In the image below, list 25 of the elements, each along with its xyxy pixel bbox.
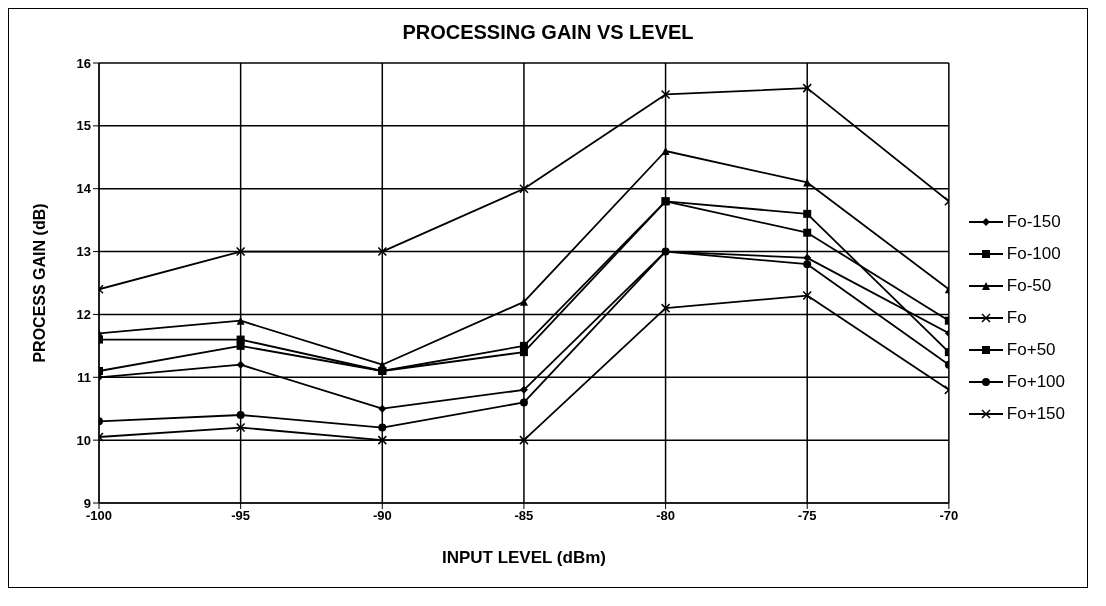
y-tick-label: 9 (83, 495, 91, 511)
x-tick-label: -70 (939, 508, 959, 524)
x-tick-label: -80 (656, 508, 675, 524)
y-tick-label: 10 (76, 432, 91, 448)
x-tick-label: -75 (797, 508, 817, 524)
y-tick-label: 15 (76, 118, 91, 134)
legend-label: Fo+150 (1006, 404, 1065, 424)
legend-label: Fo-150 (1006, 212, 1061, 232)
chart-title: PROCESSING GAIN VS LEVEL (401, 20, 695, 45)
x-tick-label: -85 (514, 508, 534, 524)
x-tick-label: -100 (85, 508, 113, 524)
y-tick-label: 16 (76, 55, 91, 71)
x-tick-label: -90 (372, 508, 392, 524)
legend-label: Fo (1006, 308, 1027, 328)
y-tick-label: 12 (76, 307, 91, 323)
y-tick-label: 14 (76, 181, 92, 197)
y-tick-label: 13 (76, 244, 91, 260)
y-tick-label: 11 (77, 369, 91, 385)
legend-label: Fo-100 (1006, 244, 1061, 264)
legend-label: Fo-50 (1006, 276, 1052, 296)
x-axis-title: INPUT LEVEL (dBm) (441, 548, 606, 567)
legend-label: Fo+50 (1006, 340, 1056, 360)
x-tick-label: -95 (231, 508, 251, 524)
legend-label: Fo+100 (1006, 372, 1065, 392)
y-axis-title: PROCESS GAIN (dB) (30, 203, 48, 363)
